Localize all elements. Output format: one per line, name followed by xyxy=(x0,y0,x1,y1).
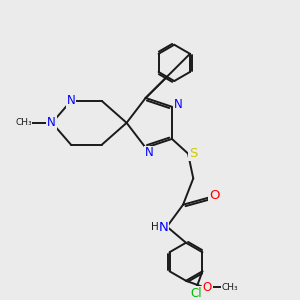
Text: N: N xyxy=(159,221,168,234)
Text: Cl: Cl xyxy=(191,287,203,300)
Text: CH₃: CH₃ xyxy=(221,283,238,292)
Text: CH₃: CH₃ xyxy=(15,118,32,127)
Text: N: N xyxy=(145,146,154,160)
Text: N: N xyxy=(67,94,75,107)
Text: O: O xyxy=(209,189,220,202)
Text: N: N xyxy=(174,98,183,111)
Text: H: H xyxy=(151,222,159,232)
Text: S: S xyxy=(189,147,197,160)
Text: N: N xyxy=(47,116,56,129)
Text: O: O xyxy=(203,281,212,294)
